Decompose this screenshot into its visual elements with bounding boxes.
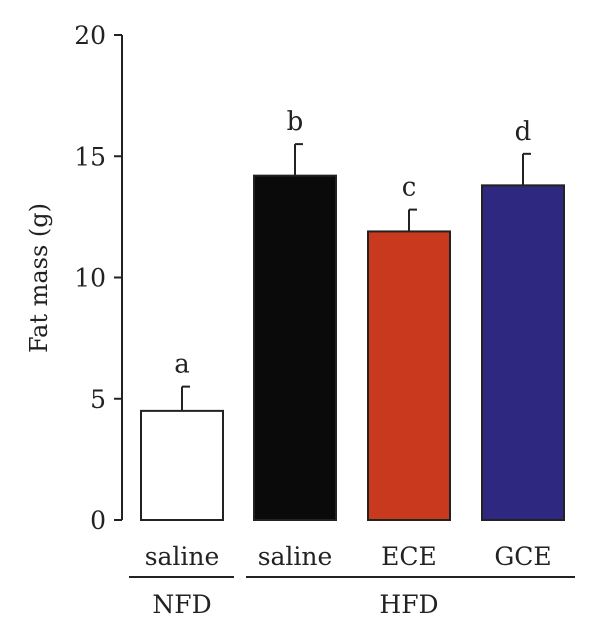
bar bbox=[367, 230, 451, 522]
y-axis-label: Fat mass (g) bbox=[25, 203, 53, 353]
y-tick-label: 5 bbox=[90, 385, 106, 414]
x-category-label: saline bbox=[258, 542, 333, 571]
significance-letter: c bbox=[402, 173, 417, 203]
x-group-label: NFD bbox=[152, 590, 211, 619]
bar bbox=[140, 409, 224, 521]
x-category-label: GCE bbox=[494, 542, 551, 571]
bar bbox=[481, 184, 565, 521]
y-tick-label: 20 bbox=[74, 21, 106, 50]
axes: 0 5 10 15 20 bbox=[74, 21, 123, 535]
labels: a saline b saline c ECE d GCE NFD HFD bbox=[129, 107, 575, 619]
y-tick-label: 10 bbox=[74, 264, 106, 293]
x-category-label: saline bbox=[145, 542, 220, 571]
y-tick-label: 0 bbox=[90, 506, 106, 535]
significance-letter: d bbox=[515, 117, 532, 147]
y-tick-label: 15 bbox=[74, 142, 106, 171]
x-category-label: ECE bbox=[381, 542, 437, 571]
significance-letter: b bbox=[287, 107, 304, 137]
bars bbox=[140, 143, 565, 522]
bar bbox=[253, 174, 337, 521]
x-group-label: HFD bbox=[379, 590, 438, 619]
significance-letter: a bbox=[174, 350, 190, 380]
